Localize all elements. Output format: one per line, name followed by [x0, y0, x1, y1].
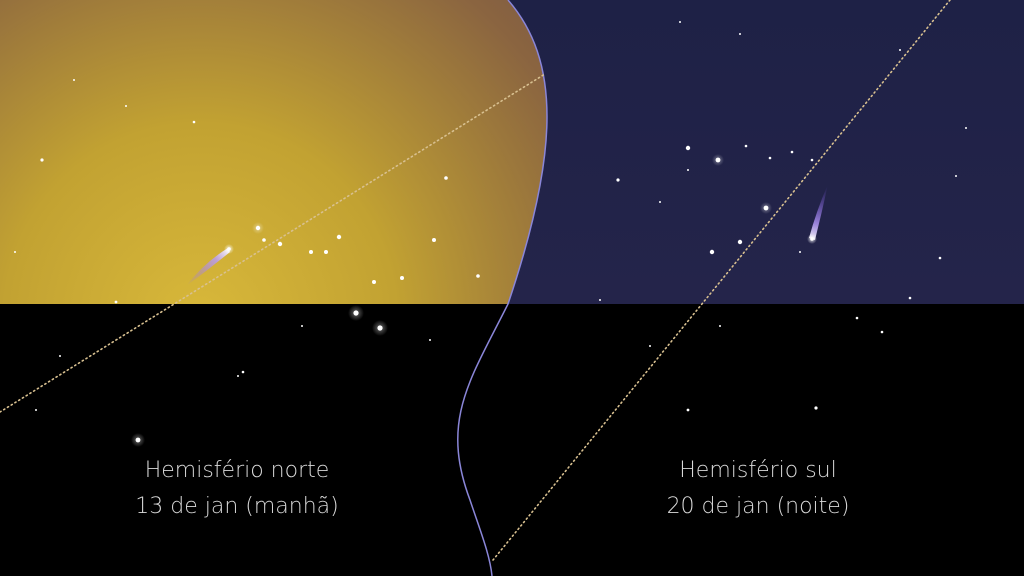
date-label-north: 13 de jan (manhã) — [135, 494, 339, 519]
ground — [0, 304, 1024, 576]
comet-north — [186, 244, 234, 286]
ecliptic-line-south — [492, 0, 951, 561]
caption-northern-hemisphere: Hemisfério norte 13 de jan (manhã) — [57, 453, 417, 525]
star-glows-north — [131, 222, 388, 447]
date-label-south: 20 de jan (noite) — [666, 494, 850, 519]
hemisphere-label-south: Hemisfério sul — [679, 458, 837, 483]
hemisphere-label-north: Hemisfério norte — [144, 458, 330, 483]
northern-twilight-sky — [0, 0, 547, 304]
ecliptic-line-north — [0, 73, 546, 413]
star-glows-south — [712, 154, 772, 214]
caption-southern-hemisphere: Hemisfério sul 20 de jan (noite) — [578, 453, 938, 525]
hemisphere-divider-curve — [457, 0, 548, 576]
comet-south — [807, 184, 828, 244]
